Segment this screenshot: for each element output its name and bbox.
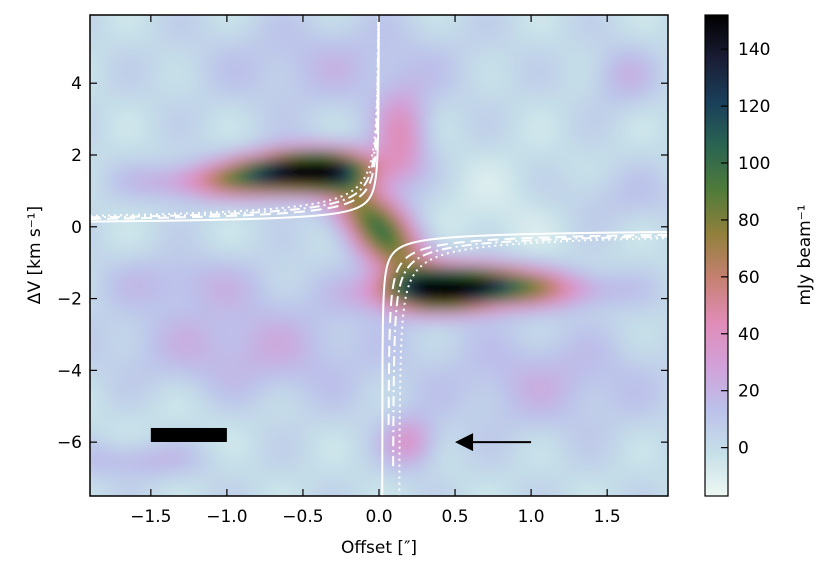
colorbar-ticks: 0 20 40 60 80 100 120 140: [721, 40, 770, 459]
y-tick-label: 0: [71, 218, 82, 238]
x-tick-label: 0.0: [365, 507, 392, 527]
y-tick-label: −2: [57, 290, 82, 310]
colorbar: 0 20 40 60 80 100 120 140 mJy beam⁻¹: [704, 14, 815, 497]
y-tick-label: −4: [57, 361, 82, 381]
y-tick-label: −6: [57, 433, 82, 453]
curve-dashed-lower: [387, 233, 668, 425]
y-axis-ticks: −6 −4 −2 0 2 4: [57, 74, 668, 453]
colorbar-frame: [704, 14, 729, 497]
colorbar-tick-label: 120: [738, 97, 770, 117]
x-axis-label: Offset [″]: [341, 538, 417, 558]
plot-area: [90, 15, 668, 496]
colorbar-tick-label: 20: [738, 382, 760, 402]
curve-dashdot-upper: [90, 21, 380, 219]
curve-dashed-upper: [90, 15, 380, 220]
colorbar-tick-label: 140: [738, 40, 770, 60]
colorbar-label: mJy beam⁻¹: [795, 204, 815, 305]
x-tick-label: −1.0: [206, 507, 247, 527]
x-tick-label: −1.5: [130, 507, 171, 527]
colorbar-tick-label: 80: [738, 211, 760, 231]
heatmap-emission: [90, 15, 668, 496]
curve-solid-upper: [90, 15, 380, 223]
y-tick-label: 2: [71, 146, 82, 166]
colorbar-tick-label: 60: [738, 268, 760, 288]
x-tick-label: 1.0: [518, 507, 545, 527]
curve-dashdot-lower: [392, 235, 668, 467]
y-axis-label: ΔV [km s⁻¹]: [25, 206, 45, 304]
keplerian-curves: [90, 15, 668, 496]
x-tick-label: −0.5: [282, 507, 323, 527]
arrow-head: [455, 433, 474, 452]
annotations: [150, 427, 532, 452]
x-tick-label: 0.5: [442, 507, 469, 527]
colorbar-fill: [705, 15, 728, 496]
scale-bar: [150, 427, 227, 442]
curve-solid-lower: [381, 231, 668, 496]
colorbar-tick-label: 0: [738, 439, 749, 459]
curve-dotted-lower: [398, 237, 668, 496]
x-axis-ticks: −1.5 −1.0 −0.5 0.0 0.5 1.0 1.5: [130, 15, 621, 527]
y-tick-label: 4: [71, 74, 82, 94]
x-tick-label: 1.5: [594, 507, 621, 527]
colorbar-tick-label: 40: [738, 325, 760, 345]
colorbar-tick-label: 100: [738, 154, 770, 174]
